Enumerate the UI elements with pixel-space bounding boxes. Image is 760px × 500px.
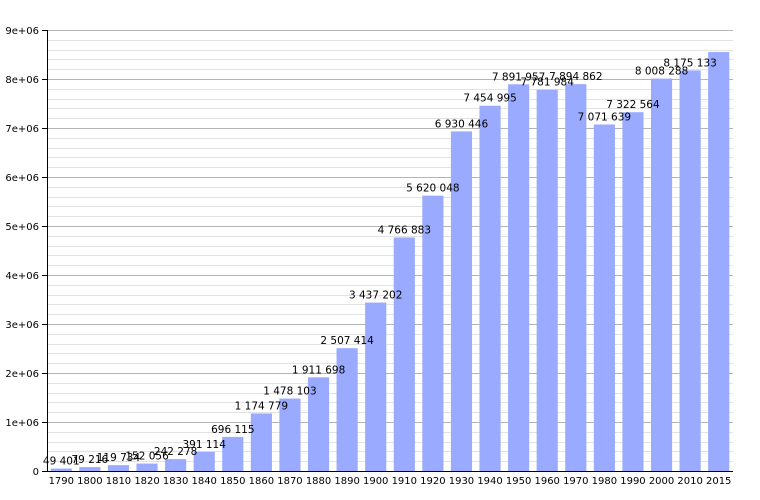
bar (679, 70, 701, 471)
y-tick-label: 9e+06 (5, 26, 39, 37)
bar (450, 131, 473, 471)
y-tick-label: 5e+06 (5, 222, 39, 233)
x-tick-label: 2010 (677, 476, 702, 487)
bar (307, 377, 330, 471)
y-tick-label: 4e+06 (5, 271, 39, 282)
y-tick-label: 3e+06 (5, 320, 39, 331)
bar (508, 84, 530, 472)
bar (622, 112, 644, 471)
x-tick-label: 1840 (191, 476, 216, 487)
bar (479, 105, 501, 471)
x-tick-label: 1900 (363, 476, 388, 487)
x-tick-label: 1970 (563, 476, 588, 487)
x-tick-label: 1810 (106, 476, 131, 487)
data-label: 7 322 564 (606, 99, 660, 111)
data-label: 3 437 202 (349, 290, 402, 302)
x-tick-label: 1950 (506, 476, 531, 487)
bar (422, 195, 444, 471)
x-tick-label: 2015 (706, 476, 731, 487)
x-tick-label: 1940 (477, 476, 502, 487)
y-tick-label: 7e+06 (5, 124, 39, 135)
x-tick-label: 1820 (134, 476, 159, 487)
data-label: 7 894 862 (549, 71, 602, 83)
bar (336, 348, 358, 471)
bar (250, 413, 272, 471)
bar (708, 52, 730, 472)
x-tick-label: 1930 (449, 476, 474, 487)
bars (50, 52, 730, 472)
data-label: 2 507 414 (320, 335, 374, 347)
data-label: 5 620 048 (406, 183, 459, 195)
x-tick-label: 1870 (277, 476, 302, 487)
bar (393, 237, 415, 471)
data-label: 49 401 (43, 456, 80, 468)
bar (193, 451, 215, 471)
y-tick-label: 6e+06 (5, 173, 39, 184)
bar (222, 436, 244, 471)
x-tick-label: 1890 (334, 476, 359, 487)
data-label: 1 174 779 (235, 400, 288, 412)
y-tick-label: 2e+06 (5, 369, 39, 380)
x-tick-label: 2000 (649, 476, 674, 487)
x-tick-label: 1800 (77, 476, 102, 487)
data-label: 7 781 984 (520, 77, 574, 89)
x-tick-label: 1990 (620, 476, 645, 487)
data-label: 7 891 957 (492, 71, 545, 83)
data-label: 391 114 (182, 439, 226, 451)
x-tick-label: 1790 (49, 476, 74, 487)
x-tick-label: 1850 (220, 476, 245, 487)
data-label: 79 216 (72, 454, 109, 466)
bar (650, 78, 673, 472)
x-tick-label: 1910 (392, 476, 417, 487)
bar (365, 302, 387, 471)
data-label: 242 278 (154, 446, 197, 458)
data-label: 119 734 (97, 452, 141, 464)
y-tick-label: 0 (33, 467, 39, 478)
bar (79, 467, 101, 471)
bar (593, 124, 615, 472)
data-label: 152 056 (125, 451, 169, 463)
x-tick-label: 1980 (592, 476, 617, 487)
bar (50, 468, 72, 471)
x-tick-label: 1860 (249, 476, 274, 487)
data-label: 8 008 288 (635, 66, 688, 78)
data-label: 8 175 133 (663, 57, 716, 69)
bar (107, 465, 130, 471)
bar (565, 84, 587, 471)
x-tick-label: 1830 (163, 476, 188, 487)
x-tick-label: 1880 (306, 476, 331, 487)
y-tick-label: 1e+06 (5, 418, 39, 429)
data-label: 1 911 698 (292, 364, 345, 376)
y-tick-label: 8e+06 (5, 75, 39, 86)
data-label: 7 071 639 (578, 111, 631, 123)
bar (165, 459, 187, 471)
bar (536, 89, 558, 471)
data-label: 1 478 103 (263, 386, 316, 398)
bar (136, 463, 158, 471)
data-label: 4 766 883 (378, 224, 431, 236)
data-label: 696 115 (211, 424, 254, 436)
data-label: 6 930 446 (435, 118, 489, 130)
x-tick-label: 1920 (420, 476, 445, 487)
x-tick-label: 1960 (534, 476, 559, 487)
data-label: 7 454 995 (463, 93, 516, 105)
axes: 0 1e+06 2e+06 3e+06 4e+06 5e+06 6e+06 7e+06 8e+0… (5, 26, 733, 487)
bar (279, 398, 301, 471)
